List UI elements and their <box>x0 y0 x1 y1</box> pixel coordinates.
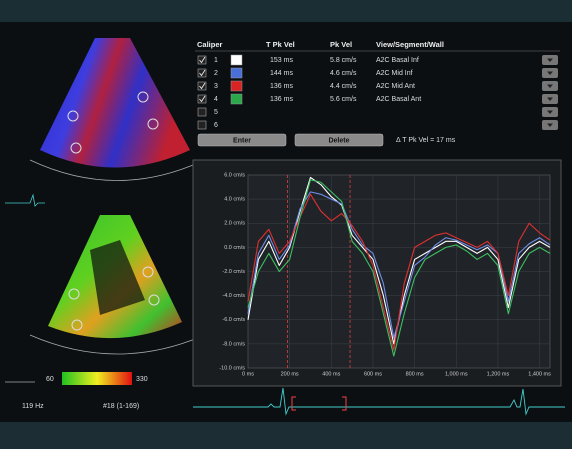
button-label: Enter <box>233 137 251 144</box>
y-tick-label: -10.0 cm/s <box>219 365 245 371</box>
y-tick-label: 0.0 cm/s <box>224 245 245 251</box>
dropdown-arrow <box>547 97 553 101</box>
frame-rate: 119 Hz <box>22 403 44 410</box>
view-segment: A2C Basal Inf <box>376 57 419 64</box>
velocity-image <box>40 38 190 168</box>
velocity-curve <box>247 179 551 357</box>
check-mark <box>199 82 206 90</box>
column-header: T Pk Vel <box>266 40 295 49</box>
depth-arc <box>29 334 201 355</box>
dropdown-arrow <box>547 58 553 62</box>
ecg-strip <box>193 387 565 416</box>
cycle-bracket <box>291 396 347 411</box>
caliper-marker <box>67 110 79 122</box>
depth-arc <box>29 159 201 181</box>
caliper-marker <box>148 294 160 306</box>
check-mark <box>199 95 206 103</box>
x-tick-label: 600 ms <box>364 371 382 377</box>
pk-vel: 4.4 cm/s <box>330 83 357 90</box>
y-tick-label: 4.0 cm/s <box>224 197 245 203</box>
caliper-marker <box>142 266 154 278</box>
frame-index: #18 (1-169) <box>103 403 139 410</box>
caliper-number: 1 <box>214 57 218 64</box>
caliper-marker <box>71 319 83 331</box>
caliper-number: 3 <box>214 83 218 90</box>
velocity-chart: 6.0 cm/s 4.0 cm/s 2.0 cm/s 0.0 cm/s -2.0 cm/… <box>219 172 551 377</box>
button[interactable] <box>197 133 287 147</box>
view-segment: A2C Mid Ant <box>376 83 415 90</box>
caliper-marker <box>137 91 149 103</box>
x-tick-label: 400 ms <box>322 371 340 377</box>
checkbox[interactable] <box>197 94 207 104</box>
dropdown-arrow <box>547 84 553 88</box>
x-tick-label: 1,200 ms <box>487 371 510 377</box>
pk-vel: 5.8 cm/s <box>330 57 357 64</box>
dropdown-arrow <box>547 110 553 114</box>
top-bar <box>0 0 572 22</box>
x-tick-label: 0 ms <box>242 371 254 377</box>
caliper-color <box>230 80 243 92</box>
color-ramp <box>62 372 132 385</box>
caliper-marker <box>147 118 159 130</box>
caliper-number: 5 <box>214 109 218 116</box>
checkbox[interactable] <box>197 55 207 65</box>
caliper-number: 4 <box>214 96 218 103</box>
delta-text: Δ T Pk Vel = 17 ms <box>396 137 456 144</box>
column-header: Pk Vel <box>330 40 352 49</box>
y-tick-label: -2.0 cm/s <box>222 269 245 275</box>
check-mark <box>199 69 206 77</box>
pk-vel: 4.6 cm/s <box>330 70 357 77</box>
caliper-marker <box>70 142 82 154</box>
pk-vel: 5.6 cm/s <box>330 96 357 103</box>
y-tick-label: -6.0 cm/s <box>222 317 245 323</box>
velocity-curve <box>247 193 551 351</box>
scale-max: 330 <box>136 376 148 383</box>
button-label: Delete <box>328 137 349 144</box>
cavity <box>90 240 145 315</box>
button[interactable] <box>294 133 384 147</box>
x-tick-label: 200 ms <box>281 371 299 377</box>
x-tick-label: 1,000 ms <box>445 371 468 377</box>
y-tick-label: 6.0 cm/s <box>224 172 245 178</box>
caliper-table: Caliper T Pk Vel Pk Vel View/Segment/Wall 1 1… <box>195 40 560 147</box>
caliper-number: 6 <box>214 122 218 129</box>
y-tick-label: -4.0 cm/s <box>222 293 245 299</box>
y-tick-label: 2.0 cm/s <box>224 221 245 227</box>
y-tick-label: -8.0 cm/s <box>222 341 245 347</box>
t-pk-vel: 136 ms <box>270 96 293 103</box>
checkbox[interactable] <box>197 107 207 117</box>
view-segment: A2C Basal Ant <box>376 96 421 103</box>
view-segment: A2C Mid Inf <box>376 70 413 77</box>
dropdown-arrow <box>547 71 553 75</box>
checkbox[interactable] <box>197 68 207 78</box>
check-mark <box>199 56 206 64</box>
scale-min: 60 <box>46 376 54 383</box>
t-pk-vel: 153 ms <box>270 57 293 64</box>
checkbox[interactable] <box>197 81 207 91</box>
x-tick-label: 1,400 ms <box>528 371 551 377</box>
x-tick-label: 800 ms <box>406 371 424 377</box>
ecg-mini <box>5 193 45 207</box>
caliper-color <box>230 67 243 79</box>
bottom-bar <box>0 422 572 449</box>
column-header: Caliper <box>197 40 223 49</box>
caliper-color <box>230 93 243 105</box>
t-pk-vel: 136 ms <box>270 83 293 90</box>
column-header: View/Segment/Wall <box>376 40 444 49</box>
caliper-number: 2 <box>214 70 218 77</box>
dropdown-arrow <box>547 123 553 127</box>
checkbox[interactable] <box>197 120 207 130</box>
caliper-marker <box>68 288 80 300</box>
caliper-color <box>230 54 243 66</box>
t-pk-vel: 144 ms <box>270 70 293 77</box>
